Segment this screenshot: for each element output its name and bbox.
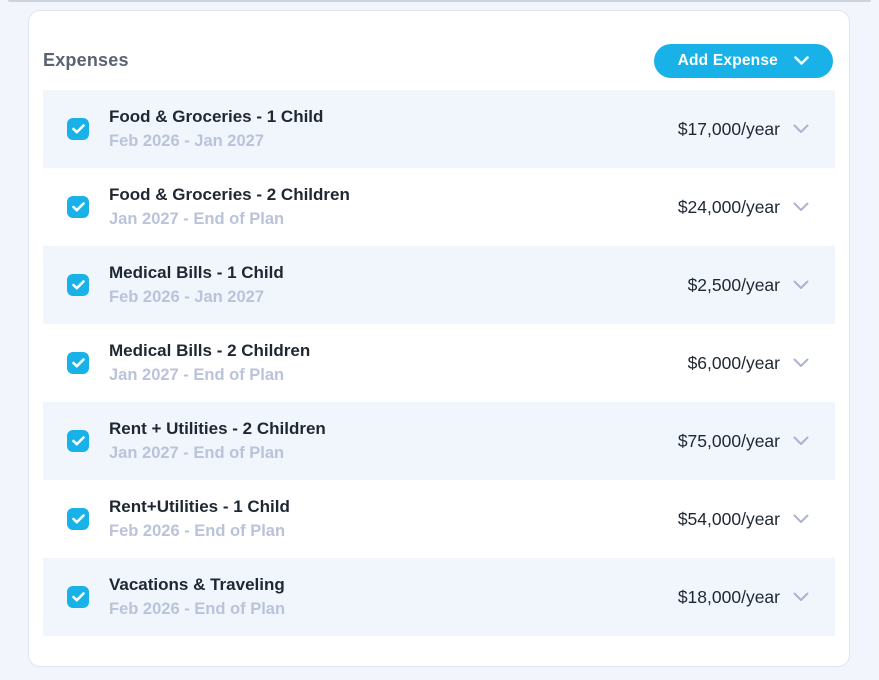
expense-amount-dropdown[interactable]: $24,000/year <box>678 197 809 218</box>
top-divider <box>8 0 871 2</box>
chevron-down-icon[interactable] <box>793 124 809 134</box>
expense-amount-dropdown[interactable]: $54,000/year <box>678 509 809 530</box>
expense-amount: $6,000/year <box>687 352 780 373</box>
expense-amount-dropdown[interactable]: $2,500/year <box>688 275 809 296</box>
chevron-down-icon <box>794 56 809 65</box>
expense-period: Jan 2027 - End of Plan <box>109 444 285 462</box>
checkmark-icon <box>71 514 85 524</box>
checkmark-icon <box>71 436 85 446</box>
expense-amount-dropdown[interactable]: $6,000/year <box>688 353 809 374</box>
chevron-down-icon[interactable] <box>793 592 809 602</box>
expense-info: Food & Groceries - 1 Child Feb 2026 - Ja… <box>109 106 678 152</box>
expense-period: Feb 2026 - End of Plan <box>109 600 286 618</box>
expense-row: Rent+Utilities - 1 Child Feb 2026 - End … <box>43 480 835 558</box>
expense-amount: $24,000/year <box>677 196 780 217</box>
expense-title: Rent+Utilities - 1 Child <box>109 497 290 516</box>
expense-period: Feb 2026 - Jan 2027 <box>109 132 265 150</box>
expense-checkbox[interactable] <box>67 586 89 608</box>
expense-info: Medical Bills - 2 Children Jan 2027 - En… <box>109 340 688 386</box>
checkmark-icon <box>71 202 85 212</box>
expense-period: Jan 2027 - End of Plan <box>109 366 285 384</box>
expense-checkbox[interactable] <box>67 274 89 296</box>
expense-info: Rent+Utilities - 1 Child Feb 2026 - End … <box>109 496 678 542</box>
expense-row: Vacations & Traveling Feb 2026 - End of … <box>43 558 835 636</box>
expense-title: Vacations & Traveling <box>109 575 285 594</box>
checkmark-icon <box>71 124 85 134</box>
expense-amount-dropdown[interactable]: $17,000/year <box>678 119 809 140</box>
panel-header: Expenses Add Expense <box>29 11 849 90</box>
chevron-down-icon[interactable] <box>793 358 809 368</box>
expense-row: Medical Bills - 1 Child Feb 2026 - Jan 2… <box>43 246 835 324</box>
expense-info: Food & Groceries - 2 Children Jan 2027 -… <box>109 184 678 230</box>
expense-info: Medical Bills - 1 Child Feb 2026 - Jan 2… <box>109 262 688 308</box>
expense-checkbox[interactable] <box>67 352 89 374</box>
expense-amount: $18,000/year <box>677 586 780 607</box>
add-expense-button[interactable]: Add Expense <box>653 43 833 78</box>
expense-row: Food & Groceries - 2 Children Jan 2027 -… <box>43 168 835 246</box>
expense-title: Rent + Utilities - 2 Children <box>109 419 326 438</box>
chevron-down-icon[interactable] <box>793 202 809 212</box>
expense-checkbox[interactable] <box>67 430 89 452</box>
expense-info: Rent + Utilities - 2 Children Jan 2027 -… <box>109 418 678 464</box>
chevron-down-icon[interactable] <box>793 514 809 524</box>
chevron-down-icon[interactable] <box>793 436 809 446</box>
expense-row: Medical Bills - 2 Children Jan 2027 - En… <box>43 324 835 402</box>
checkmark-icon <box>71 358 85 368</box>
expense-title: Medical Bills - 2 Children <box>109 341 311 360</box>
expense-row: Food & Groceries - 1 Child Feb 2026 - Ja… <box>43 90 835 168</box>
expense-title: Food & Groceries - 2 Children <box>109 185 350 204</box>
add-expense-button-label: Add Expense <box>677 51 778 69</box>
expense-row: Rent + Utilities - 2 Children Jan 2027 -… <box>43 402 835 480</box>
page-title: Expenses <box>43 50 129 70</box>
expense-period: Feb 2026 - Jan 2027 <box>109 288 265 306</box>
expense-list: Food & Groceries - 1 Child Feb 2026 - Ja… <box>43 90 835 636</box>
expense-checkbox[interactable] <box>67 196 89 218</box>
expenses-panel: Expenses Add Expense Food & Groceries - … <box>28 10 850 667</box>
expense-checkbox[interactable] <box>67 118 89 140</box>
checkmark-icon <box>71 280 85 290</box>
expense-title: Medical Bills - 1 Child <box>109 263 284 282</box>
expense-amount: $2,500/year <box>687 274 780 295</box>
expense-amount-dropdown[interactable]: $75,000/year <box>678 431 809 452</box>
expense-amount-dropdown[interactable]: $18,000/year <box>678 587 809 608</box>
expense-amount: $54,000/year <box>677 508 780 529</box>
expense-period: Jan 2027 - End of Plan <box>109 210 285 228</box>
expense-amount: $17,000/year <box>677 118 780 139</box>
expense-period: Feb 2026 - End of Plan <box>109 522 286 540</box>
expense-info: Vacations & Traveling Feb 2026 - End of … <box>109 574 678 620</box>
expense-title: Food & Groceries - 1 Child <box>109 107 324 126</box>
expense-checkbox[interactable] <box>67 508 89 530</box>
checkmark-icon <box>71 592 85 602</box>
expense-amount: $75,000/year <box>677 430 780 451</box>
chevron-down-icon[interactable] <box>793 280 809 290</box>
